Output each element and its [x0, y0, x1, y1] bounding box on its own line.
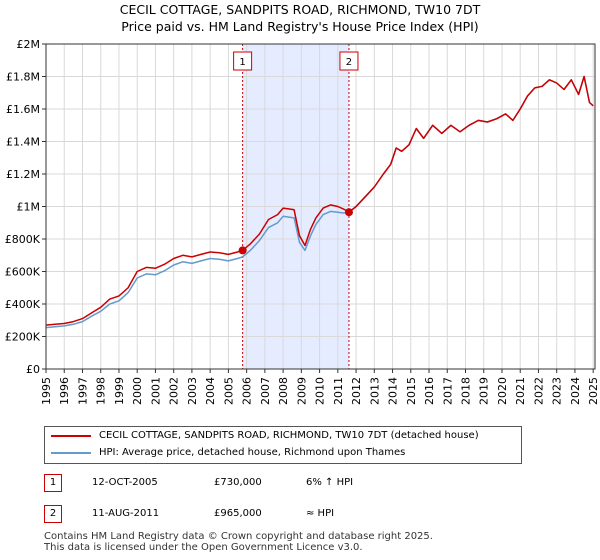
x-tick-label: 2013 [368, 377, 381, 405]
attribution-footer: Contains HM Land Registry data © Crown c… [44, 531, 433, 553]
x-tick-label: 2024 [569, 377, 582, 405]
x-tick-label: 2020 [496, 377, 509, 405]
x-tick-label: 2023 [551, 377, 564, 405]
y-tick-label: £600K [5, 266, 41, 279]
sale-date-1: 12-OCT-2005 [92, 477, 158, 488]
chart-title-line1: CECIL COTTAGE, SANDPITS ROAD, RICHMOND, … [119, 2, 481, 17]
chart-title-line2: Price paid vs. HM Land Registry's House … [121, 19, 479, 34]
footer-line-2: This data is licensed under the Open Gov… [44, 542, 363, 553]
sale-marker-box-1: 1 [44, 474, 62, 492]
y-tick-label: £0 [26, 363, 40, 376]
x-tick-label: 2025 [587, 377, 600, 405]
sale-row-1: 1 12-OCT-2005 £730,000 6% ↑ HPI [44, 473, 564, 493]
x-tick-label: 1995 [40, 377, 53, 405]
x-tick-label: 1999 [113, 377, 126, 405]
x-tick-label: 1997 [76, 377, 89, 405]
price-chart: £0 £200K £400K £600K £800K £1M £1.2M £1.4M £1.6M… [5, 38, 600, 405]
property-price-line [45, 75, 594, 326]
x-tick-label: 2005 [222, 377, 235, 405]
x-tick-label: 2008 [277, 377, 290, 405]
y-tick-label: £2M [17, 38, 41, 51]
y-tick-label: £400K [5, 298, 41, 311]
y-tick-label: £1.2M [6, 168, 40, 181]
x-tick-label: 1998 [95, 377, 108, 405]
chart-legend: CECIL COTTAGE, SANDPITS ROAD, RICHMOND, … [44, 426, 522, 464]
x-tick-label: 2004 [204, 377, 217, 405]
x-tick-label: 2006 [241, 377, 254, 405]
footer-line-1: Contains HM Land Registry data © Crown c… [44, 531, 433, 542]
x-tick-label: 2014 [387, 377, 400, 405]
sale-marker-label-box-1 [233, 51, 253, 71]
plot-frame [45, 43, 596, 370]
sale-marker-label-box-2 [339, 51, 359, 71]
x-tick-label: 2018 [460, 377, 473, 405]
x-tick-label: 2012 [350, 377, 363, 405]
x-tick-label: 2000 [131, 377, 144, 405]
legend-label-property: CECIL COTTAGE, SANDPITS ROAD, RICHMOND, … [99, 430, 479, 441]
legend-label-hpi: HPI: Average price, detached house, Rich… [99, 447, 406, 458]
sale-point-1 [238, 246, 247, 255]
sale-date-2: 11-AUG-2011 [92, 508, 160, 519]
sale-row-2: 2 11-AUG-2011 £965,000 ≈ HPI [44, 504, 564, 524]
legend-swatch-hpi [51, 452, 91, 454]
sale-marker-box-2: 2 [44, 505, 62, 523]
sale-point-2 [344, 208, 353, 217]
x-tick-label: 2016 [423, 377, 436, 405]
y-tick-label: £1.6M [6, 103, 40, 116]
sale-marker-label-1: 1 [239, 57, 245, 68]
x-tick-label: 2009 [295, 377, 308, 405]
x-tick-label: 2022 [532, 377, 545, 405]
sale-price-1: £730,000 [214, 477, 262, 488]
x-tick-label: 2007 [259, 377, 272, 405]
x-tick-label: 2011 [332, 377, 345, 405]
x-tick-label: 2021 [514, 377, 527, 405]
x-tick-label: 1996 [58, 377, 71, 405]
sale-hpi-2: ≈ HPI [306, 508, 335, 519]
x-tick-label: 2019 [478, 377, 491, 405]
y-tick-label: £200K [5, 331, 41, 344]
legend-swatch-property [51, 435, 91, 437]
y-tick-label: £1M [17, 201, 41, 214]
y-tick-label: £1.8M [6, 71, 40, 84]
y-tick-label: £800K [5, 233, 41, 246]
x-tick-label: 2017 [441, 377, 454, 405]
sale-price-2: £965,000 [214, 508, 262, 519]
x-tick-label: 2001 [149, 377, 162, 405]
sale-marker-label-2: 2 [346, 57, 352, 68]
x-tick-label: 2003 [186, 377, 199, 405]
sale-hpi-1: 6% ↑ HPI [306, 477, 354, 488]
x-tick-label: 2010 [314, 377, 327, 405]
x-tick-label: 2015 [405, 377, 418, 405]
y-tick-label: £1.4M [6, 136, 40, 149]
x-tick-label: 2002 [168, 377, 181, 405]
